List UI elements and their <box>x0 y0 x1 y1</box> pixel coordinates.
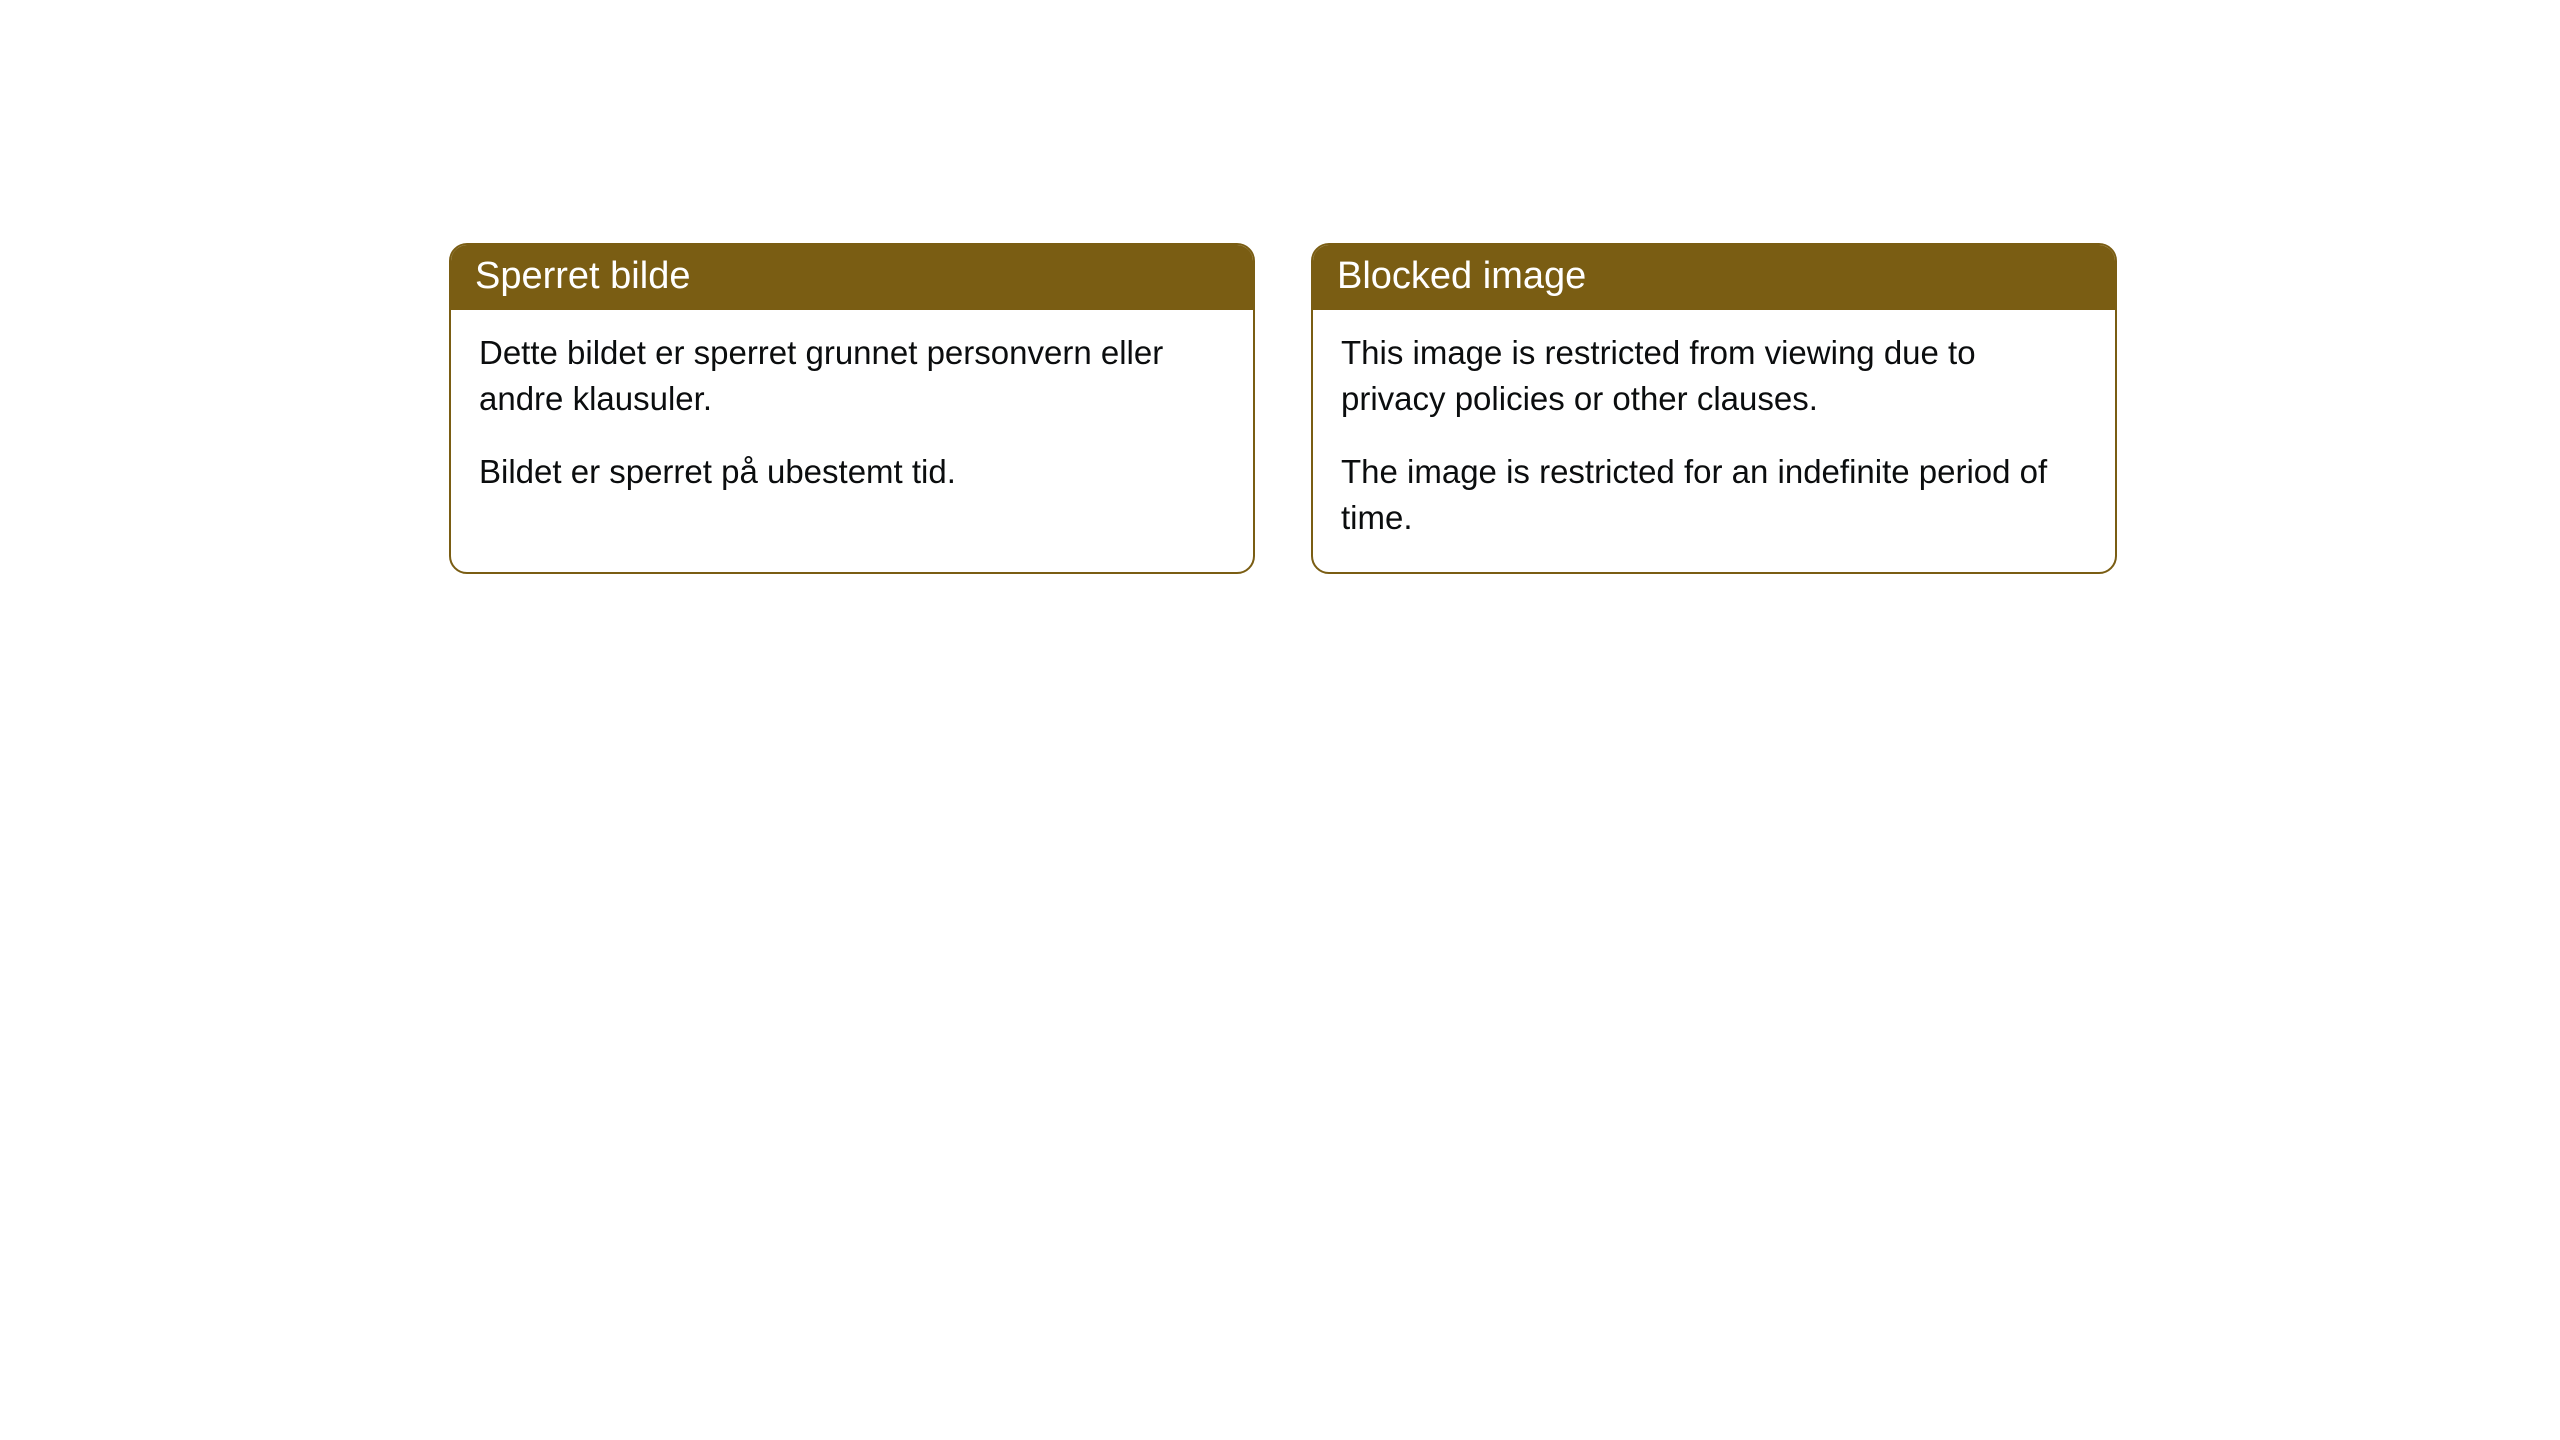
notice-body: Dette bildet er sperret grunnet personve… <box>451 310 1253 527</box>
notice-card-english: Blocked image This image is restricted f… <box>1311 243 2117 574</box>
notice-card-norwegian: Sperret bilde Dette bildet er sperret gr… <box>449 243 1255 574</box>
notice-paragraph: Dette bildet er sperret grunnet personve… <box>479 330 1225 421</box>
notice-paragraph: Bildet er sperret på ubestemt tid. <box>479 449 1225 495</box>
notice-paragraph: The image is restricted for an indefinit… <box>1341 449 2087 540</box>
notice-body: This image is restricted from viewing du… <box>1313 310 2115 572</box>
notice-header: Blocked image <box>1313 245 2115 310</box>
notice-paragraph: This image is restricted from viewing du… <box>1341 330 2087 421</box>
notice-container: Sperret bilde Dette bildet er sperret gr… <box>0 0 2560 574</box>
notice-header: Sperret bilde <box>451 245 1253 310</box>
